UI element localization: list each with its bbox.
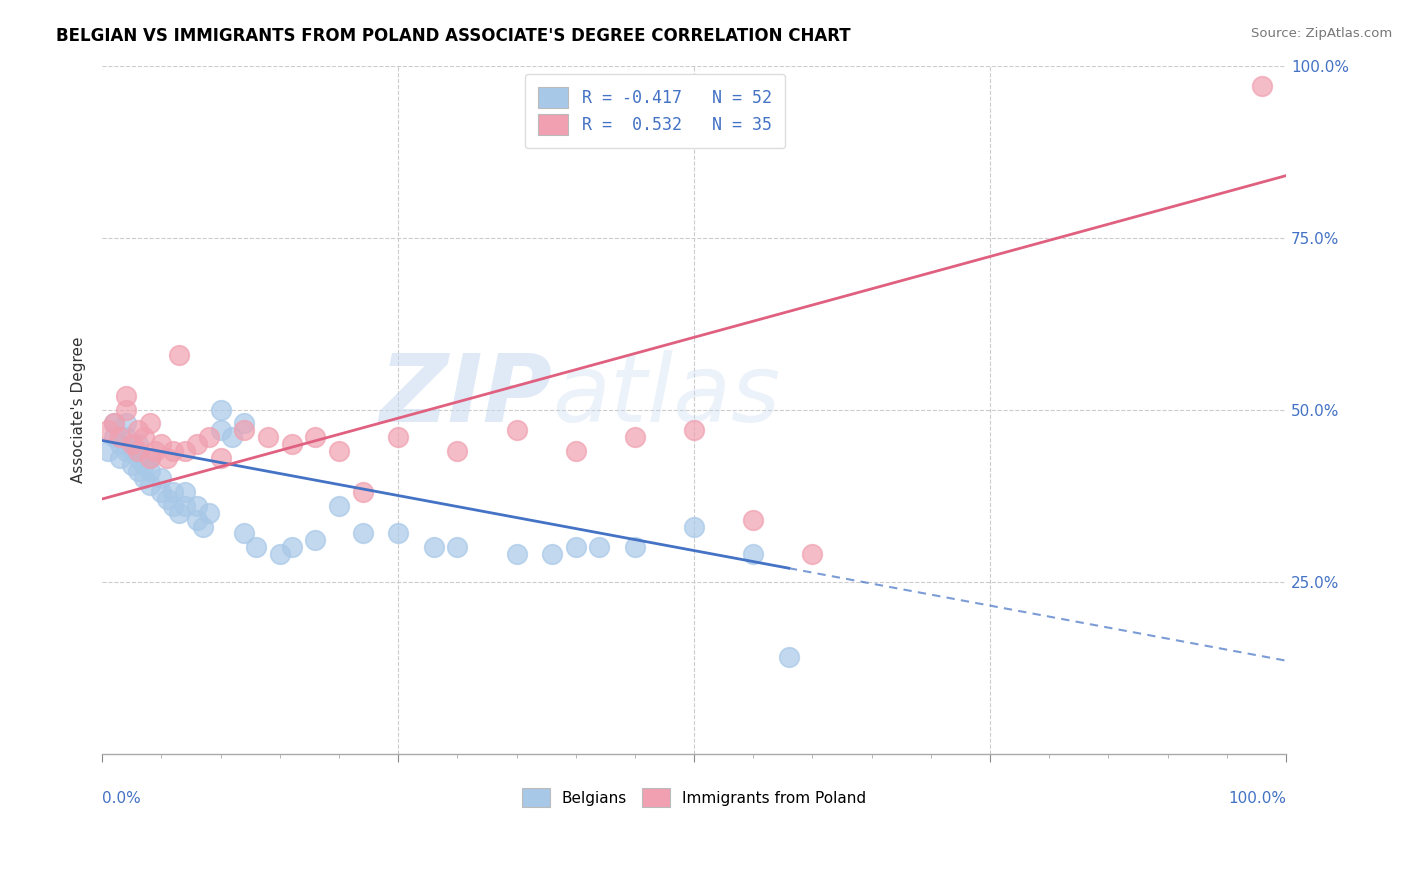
Point — [167, 506, 190, 520]
Point — [115, 430, 138, 444]
Point — [186, 437, 208, 451]
Point — [505, 423, 527, 437]
Point — [121, 458, 143, 472]
Point — [446, 443, 468, 458]
Point — [174, 485, 197, 500]
Point — [221, 430, 243, 444]
Point — [132, 471, 155, 485]
Point — [541, 547, 564, 561]
Point — [121, 437, 143, 451]
Point — [624, 430, 647, 444]
Point — [683, 519, 706, 533]
Point — [588, 540, 610, 554]
Point — [127, 450, 149, 465]
Text: 100.0%: 100.0% — [1227, 791, 1286, 806]
Point — [115, 389, 138, 403]
Point — [162, 499, 184, 513]
Legend: Belgians, Immigrants from Poland: Belgians, Immigrants from Poland — [515, 780, 873, 814]
Point — [103, 430, 125, 444]
Point — [108, 450, 131, 465]
Point — [162, 443, 184, 458]
Point — [156, 450, 179, 465]
Point — [191, 519, 214, 533]
Text: ZIP: ZIP — [380, 350, 553, 442]
Point — [108, 437, 131, 451]
Point — [209, 423, 232, 437]
Point — [167, 347, 190, 361]
Point — [742, 547, 765, 561]
Point — [257, 430, 280, 444]
Point — [121, 443, 143, 458]
Point — [186, 499, 208, 513]
Text: atlas: atlas — [553, 351, 780, 442]
Point — [209, 402, 232, 417]
Point — [280, 540, 302, 554]
Point — [162, 485, 184, 500]
Point — [174, 443, 197, 458]
Point — [387, 430, 409, 444]
Text: 0.0%: 0.0% — [103, 791, 141, 806]
Y-axis label: Associate's Degree: Associate's Degree — [72, 336, 86, 483]
Point — [132, 430, 155, 444]
Point — [683, 423, 706, 437]
Point — [138, 417, 160, 431]
Point — [564, 540, 586, 554]
Point — [145, 443, 167, 458]
Point — [127, 465, 149, 479]
Point — [422, 540, 444, 554]
Point — [742, 513, 765, 527]
Point — [505, 547, 527, 561]
Point — [233, 423, 256, 437]
Point — [197, 506, 219, 520]
Point — [127, 423, 149, 437]
Point — [624, 540, 647, 554]
Text: Source: ZipAtlas.com: Source: ZipAtlas.com — [1251, 27, 1392, 40]
Point — [328, 499, 350, 513]
Point — [387, 526, 409, 541]
Point — [352, 485, 374, 500]
Point — [233, 417, 256, 431]
Point — [564, 443, 586, 458]
Point — [115, 443, 138, 458]
Point — [352, 526, 374, 541]
Point — [778, 650, 800, 665]
Point — [280, 437, 302, 451]
Point — [138, 478, 160, 492]
Point — [186, 513, 208, 527]
Point — [801, 547, 824, 561]
Point — [150, 485, 173, 500]
Point — [97, 423, 120, 437]
Point — [132, 458, 155, 472]
Point — [197, 430, 219, 444]
Point — [150, 437, 173, 451]
Point — [304, 430, 326, 444]
Point — [138, 465, 160, 479]
Point — [150, 471, 173, 485]
Point — [138, 450, 160, 465]
Point — [103, 417, 125, 431]
Point — [138, 450, 160, 465]
Point — [127, 443, 149, 458]
Point — [1251, 79, 1274, 94]
Point — [174, 499, 197, 513]
Point — [209, 450, 232, 465]
Point — [328, 443, 350, 458]
Text: BELGIAN VS IMMIGRANTS FROM POLAND ASSOCIATE'S DEGREE CORRELATION CHART: BELGIAN VS IMMIGRANTS FROM POLAND ASSOCI… — [56, 27, 851, 45]
Point — [446, 540, 468, 554]
Point — [97, 443, 120, 458]
Point — [156, 491, 179, 506]
Point — [233, 526, 256, 541]
Point — [127, 437, 149, 451]
Point — [115, 417, 138, 431]
Point — [269, 547, 291, 561]
Point — [115, 402, 138, 417]
Point — [245, 540, 267, 554]
Point — [108, 430, 131, 444]
Point — [103, 417, 125, 431]
Point — [304, 533, 326, 548]
